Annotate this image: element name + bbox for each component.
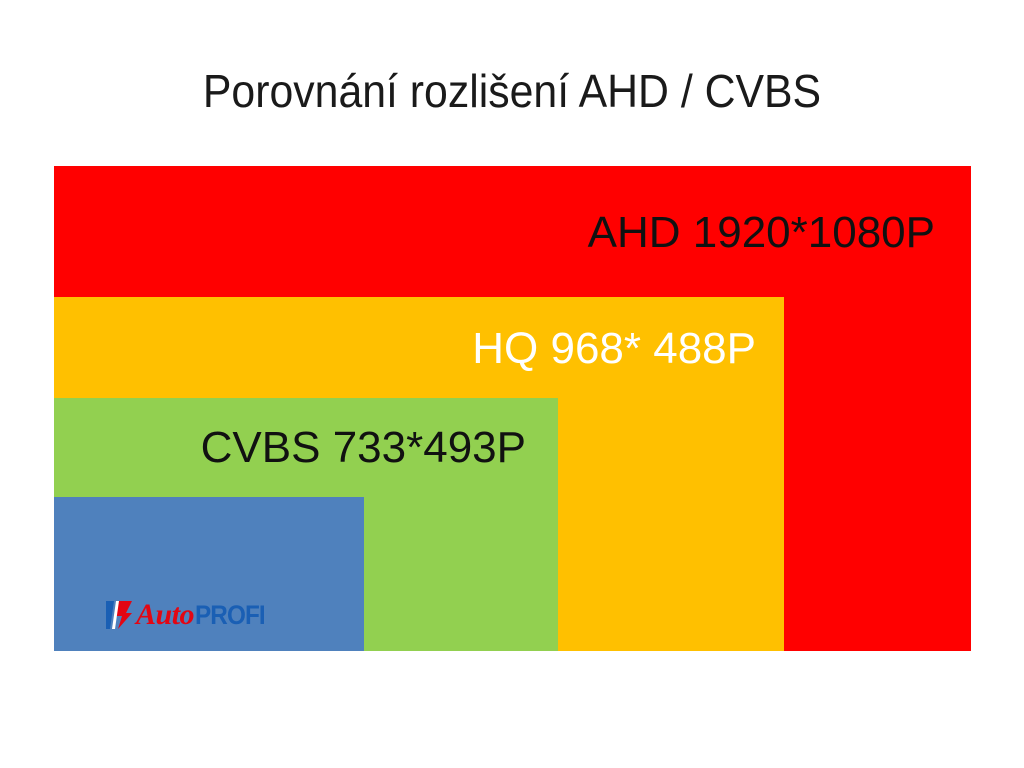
lightning-mark-icon (106, 601, 132, 629)
diagram-title: Porovnání rozlišení AHD / CVBS (202, 65, 822, 117)
logo-word-auto: Auto (136, 598, 195, 631)
autoprofi-logo: Auto PROFI (104, 597, 273, 633)
ahd-resolution-label: AHD 1920*1080P (587, 208, 935, 257)
hq-resolution-label: HQ 968* 488P (472, 324, 756, 373)
cvbs-resolution-label: CVBS 733*493P (200, 423, 526, 472)
logo-word-profi: PROFI (195, 599, 266, 630)
smallest-resolution-box (54, 497, 364, 651)
